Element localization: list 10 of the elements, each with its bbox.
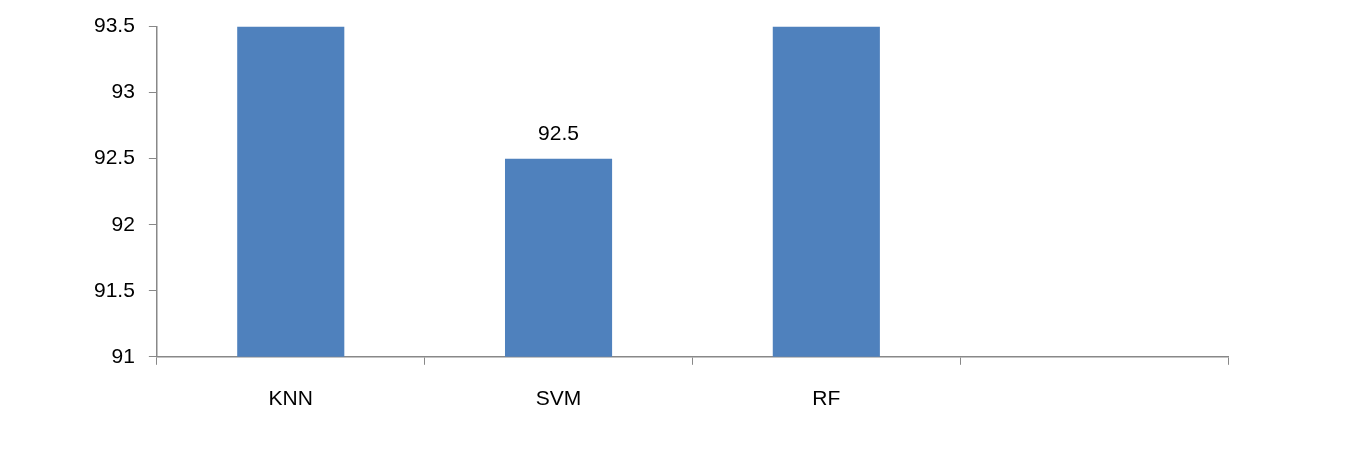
x-tick-label: KNN: [268, 386, 313, 410]
y-tick-label: 93.5: [94, 13, 135, 37]
x-tick-label: RF: [812, 386, 841, 410]
y-tick-label: 92: [111, 211, 135, 235]
y-tick-label: 93: [111, 79, 135, 103]
data-label: 92.5: [538, 120, 579, 144]
y-tick-label: 92.5: [94, 145, 135, 169]
x-tick-label: SVM: [535, 386, 582, 410]
y-tick-label: 91.5: [94, 277, 135, 301]
y-tick-label: 91: [111, 343, 135, 367]
